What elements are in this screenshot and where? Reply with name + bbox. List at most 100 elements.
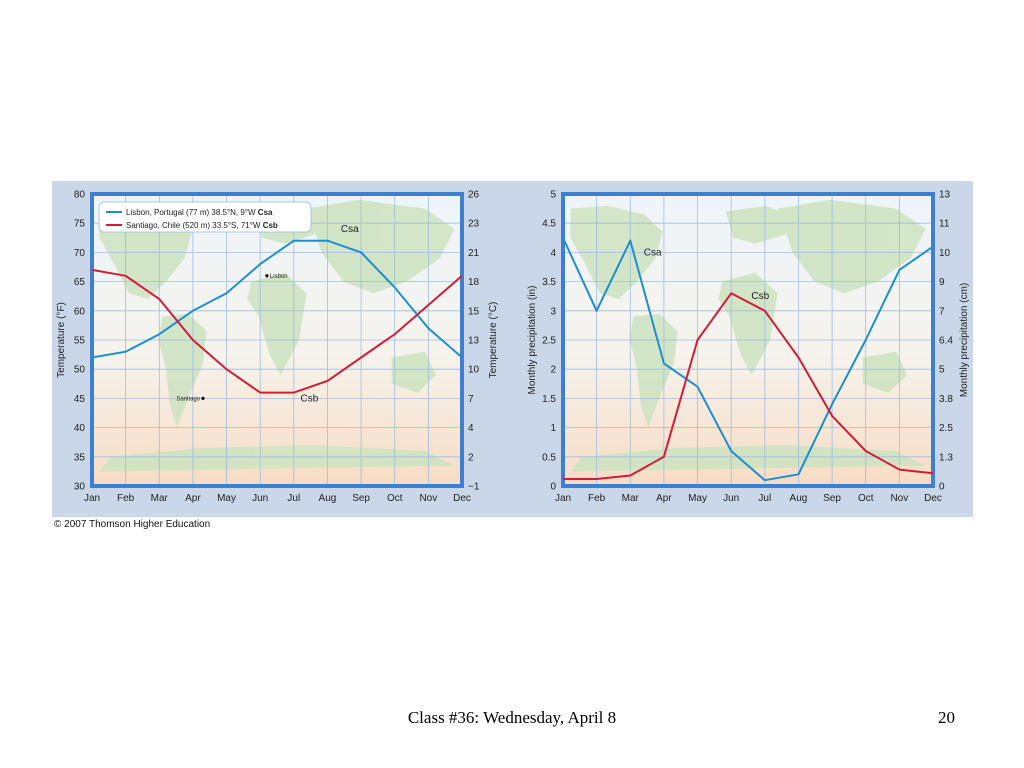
y-tick-label: 45 <box>74 394 86 405</box>
y-tick-label: 1 <box>550 423 556 434</box>
location-marker-dot <box>201 396 205 400</box>
x-tick-label: Jan <box>84 493 100 504</box>
y-tick-label: 35 <box>74 452 86 463</box>
chart-panel-1: Jan Feb Mar Apr May Jun Jul Aug Sep Oct Nov Dec 30 35… <box>56 190 499 505</box>
continent-shape <box>99 445 455 472</box>
slide-footer-title: Class #36: Wednesday, April 8 <box>407 708 617 727</box>
y-tick-label: 70 <box>74 248 86 259</box>
y-tick-label: 3.5 <box>542 277 556 288</box>
series-label-csb: Csb <box>301 393 319 404</box>
x-tick-label: Jun <box>723 493 739 504</box>
location-marker-label: Santiago <box>176 396 200 402</box>
legend-entry: Lisbon, Portugal (77 m) 38.5°N, 9°W Csa <box>126 208 273 217</box>
y2-tick-label: 2 <box>468 452 474 463</box>
x-tick-label: Nov <box>890 493 908 504</box>
x-tick-label: Oct <box>387 493 403 504</box>
y-axis-label: Monthly precipitation (in) <box>527 286 538 395</box>
y-tick-label: 50 <box>74 365 86 376</box>
y2-tick-label: 15 <box>468 306 480 317</box>
y-tick-label: 4.5 <box>542 219 556 230</box>
x-tick-label: Mar <box>622 493 640 504</box>
x-tick-label: Jul <box>287 493 300 504</box>
legend-box <box>98 201 312 233</box>
x-tick-label: Oct <box>858 493 874 504</box>
y2-tick-label: 11 <box>939 219 950 230</box>
y2-tick-label: 21 <box>468 248 480 259</box>
y2-tick-label: 5 <box>939 365 945 376</box>
y2-tick-label: 0 <box>939 482 945 493</box>
legend-climate-code: Csb <box>263 221 278 230</box>
y2-tick-label: 10 <box>939 248 951 259</box>
y2-tick-label: 3.8 <box>939 394 953 405</box>
location-marker-label: Lisbon <box>270 274 288 280</box>
y2-tick-label: 2.5 <box>939 423 953 434</box>
x-tick-label: Dec <box>924 493 942 504</box>
x-tick-label: Sep <box>823 493 841 504</box>
y2-tick-label: 18 <box>468 277 480 288</box>
series-line-csb <box>91 268 463 394</box>
location-marker-dot <box>265 274 269 278</box>
series-label-csb: Csb <box>751 291 769 302</box>
x-tick-label: Apr <box>656 493 672 504</box>
y2-tick-label: 13 <box>939 190 951 201</box>
y2-axis-label: Temperature (°C) <box>488 302 499 379</box>
y2-tick-label: 13 <box>468 336 480 347</box>
y2-tick-label: 6.4 <box>939 336 953 347</box>
continent-shape <box>862 351 908 393</box>
y-tick-label: 4 <box>550 248 556 259</box>
x-tick-label: Dec <box>453 493 471 504</box>
y2-tick-label: 7 <box>468 394 474 405</box>
chart-legend: Lisbon, Portugal (77 m) 38.5°N, 9°W Csa S… <box>98 201 312 233</box>
x-tick-label: Jun <box>252 493 268 504</box>
y2-tick-label: 9 <box>939 277 945 288</box>
x-tick-label: Feb <box>117 493 135 504</box>
y-axis-label: Temperature (°F) <box>56 302 67 378</box>
continent-shape <box>725 205 793 244</box>
x-tick-label: Jan <box>555 493 571 504</box>
x-tick-label: Apr <box>185 493 201 504</box>
series-label-csa: Csa <box>644 247 662 258</box>
y-tick-label: 55 <box>74 336 86 347</box>
y-tick-label: 2 <box>550 365 556 376</box>
y-tick-label: 40 <box>74 423 86 434</box>
x-tick-label: Aug <box>319 493 337 504</box>
climograph-panels: Jan Feb Mar Apr May Jun Jul Aug Sep Oct Nov Dec3035… <box>56 190 970 505</box>
y2-tick-label: 7 <box>939 306 945 317</box>
slide-page-number: 20 <box>938 708 955 727</box>
plot-frame <box>561 192 935 488</box>
y2-tick-label: 1.3 <box>939 452 953 463</box>
legend-entry: Santiago, Chile (520 m) 33.5°S, 71°W Csb <box>126 221 278 230</box>
y2-tick-label: 26 <box>468 190 480 201</box>
x-tick-label: Aug <box>790 493 808 504</box>
y-tick-label: 3 <box>550 306 556 317</box>
series-line-csa <box>562 237 934 482</box>
y-tick-label: 1.5 <box>542 394 556 405</box>
continent-shape <box>247 272 307 375</box>
x-tick-label: Feb <box>588 493 606 504</box>
x-tick-label: Nov <box>419 493 437 504</box>
x-tick-label: May <box>217 493 236 504</box>
x-tick-label: Mar <box>151 493 169 504</box>
continent-shape <box>629 313 678 428</box>
x-tick-label: Sep <box>352 493 370 504</box>
climate-figure: Jan Feb Mar Apr May Jun Jul Aug Sep Oct Nov Dec 30 35… <box>52 181 973 517</box>
y-tick-label: 30 <box>74 482 86 493</box>
y-tick-label: 0.5 <box>542 452 556 463</box>
plot-frame <box>90 192 464 488</box>
y-tick-label: 60 <box>74 306 86 317</box>
y-tick-label: 75 <box>74 219 86 230</box>
y2-tick-label: 4 <box>468 423 474 434</box>
continent-shape <box>570 445 926 472</box>
series-line-csb <box>563 292 934 480</box>
x-tick-label: May <box>688 493 707 504</box>
y-tick-label: 65 <box>74 277 86 288</box>
y2-axis-label: Monthly precipitation (cm) <box>959 283 970 397</box>
y-tick-label: 5 <box>550 190 556 201</box>
continent-shape <box>718 272 778 375</box>
x-tick-label: Jul <box>758 493 771 504</box>
series-line-csa <box>91 239 463 359</box>
legend-climate-code: Csa <box>258 208 273 217</box>
y-tick-label: 80 <box>74 190 86 201</box>
y2-tick-label: 10 <box>468 365 480 376</box>
